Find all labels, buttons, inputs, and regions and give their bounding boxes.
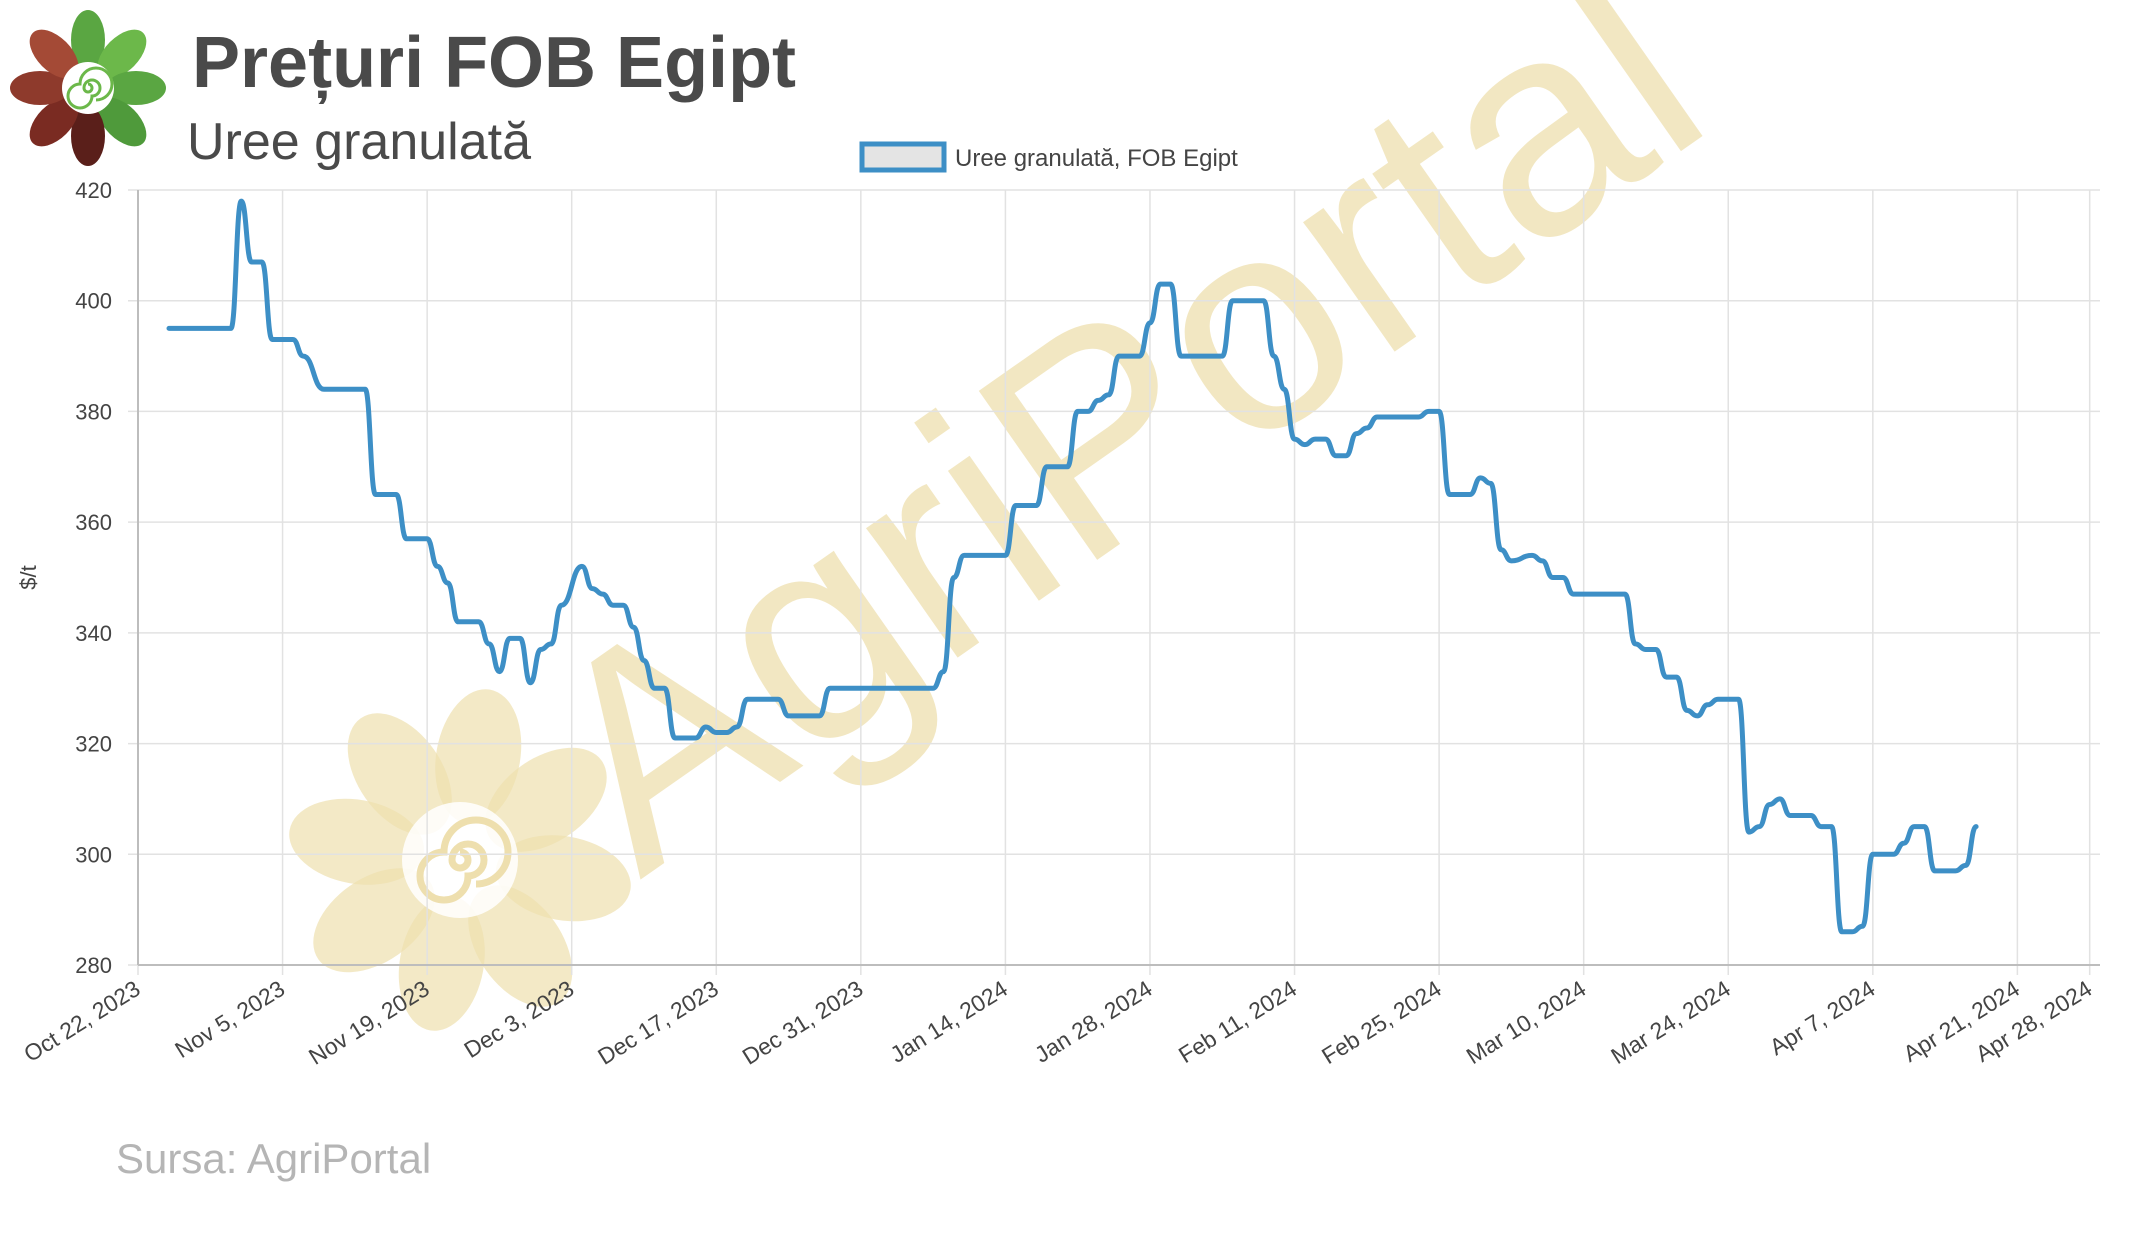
- y-tick-label: 400: [75, 289, 112, 314]
- page-subtitle: Uree granulată: [187, 113, 531, 171]
- y-tick-label: 280: [75, 953, 112, 978]
- x-tick-label: Feb 25, 2024: [1317, 975, 1446, 1069]
- logo-spiral: [66, 66, 114, 110]
- x-tick-label: Jan 14, 2024: [885, 975, 1012, 1068]
- series-line: [166, 198, 1979, 935]
- x-tick-label: Mar 24, 2024: [1606, 975, 1735, 1069]
- x-tick-label: Nov 5, 2023: [170, 975, 289, 1063]
- y-tick-label: 340: [75, 621, 112, 646]
- legend-swatch[interactable]: [859, 141, 947, 173]
- chart-series: [166, 198, 1979, 935]
- watermark-text: AgriPortal: [484, 0, 1757, 934]
- y-tick-label: 420: [75, 178, 112, 203]
- agriportal-logo: [10, 10, 166, 166]
- legend-label[interactable]: Uree granulată, FOB Egipt: [955, 145, 1238, 172]
- y-tick-label: 360: [75, 510, 112, 535]
- x-tick-label: Mar 10, 2024: [1462, 975, 1591, 1069]
- chart-grid: [128, 189, 2100, 975]
- y-tick-label: 300: [75, 842, 112, 867]
- x-tick-label: Apr 7, 2024: [1765, 975, 1880, 1060]
- chart-legend[interactable]: Uree granulată, FOB Egipt: [859, 141, 1238, 173]
- logo-petals: [10, 10, 166, 166]
- y-tick-label: 380: [75, 399, 112, 424]
- logo-center: [62, 62, 114, 114]
- x-tick-label: Dec 17, 2023: [593, 975, 723, 1070]
- y-axis-label: $/t: [16, 565, 41, 589]
- x-tick-label: Feb 11, 2024: [1174, 975, 1301, 1068]
- x-tick-label: Oct 22, 2023: [19, 975, 144, 1067]
- source-note: Sursa: AgriPortal: [116, 1135, 432, 1182]
- x-tick-label: Nov 19, 2023: [304, 975, 434, 1070]
- x-tick-label: Jan 28, 2024: [1030, 975, 1157, 1068]
- page-title: Prețuri FOB Egipt: [192, 23, 797, 103]
- y-tick-label: 320: [75, 732, 112, 757]
- x-tick-label: Dec 31, 2023: [738, 975, 868, 1070]
